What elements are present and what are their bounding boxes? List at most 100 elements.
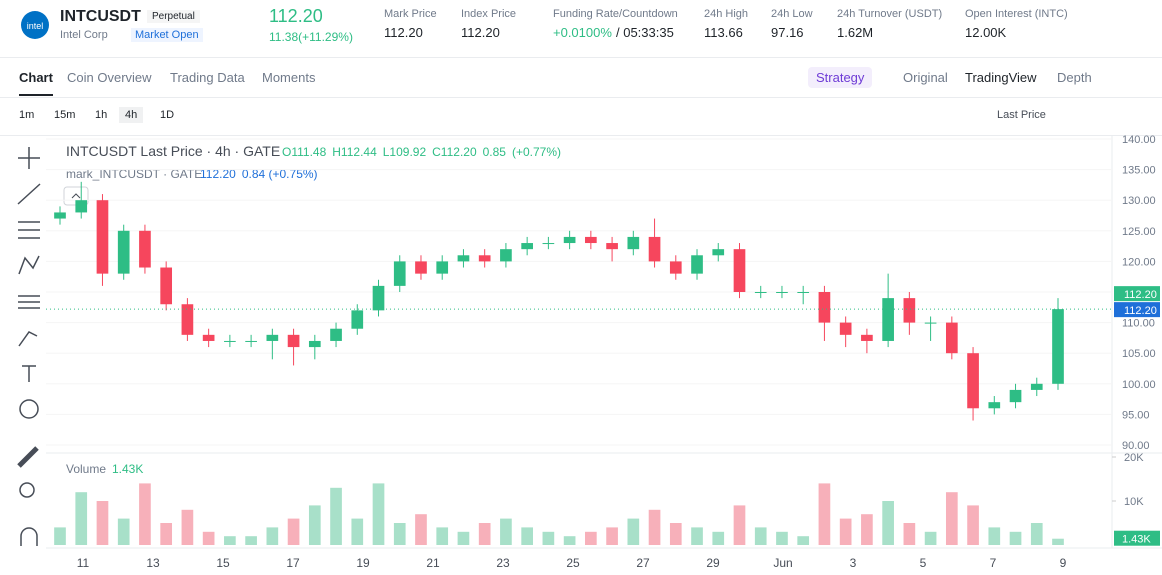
interval[interactable]: 1m bbox=[19, 109, 35, 121]
candle-body bbox=[606, 243, 618, 250]
volume-bar bbox=[669, 523, 682, 545]
fib-tool[interactable] bbox=[18, 295, 40, 309]
volume-tag-label: 1.43K bbox=[1122, 534, 1151, 546]
candle-body bbox=[117, 230, 130, 274]
candle-body bbox=[648, 236, 661, 262]
volume-bar bbox=[181, 509, 194, 545]
view-option[interactable]: Original bbox=[903, 70, 948, 85]
candle-body bbox=[712, 249, 725, 256]
hline-tool[interactable] bbox=[18, 221, 40, 239]
y-tick-label: 120.00 bbox=[1122, 256, 1156, 268]
volume-tag bbox=[1114, 530, 1160, 546]
volume-bar bbox=[648, 509, 661, 545]
stat-label: Funding Rate/Countdown bbox=[553, 8, 678, 20]
coin-icon: intel bbox=[21, 11, 49, 39]
volume-bar bbox=[542, 531, 555, 545]
ohlc-value: O111.48 bbox=[282, 145, 327, 159]
candle-body bbox=[924, 322, 937, 324]
x-tick-label: 23 bbox=[496, 556, 510, 570]
stat-value: 97.16 bbox=[771, 25, 804, 40]
volume-bar bbox=[988, 527, 1001, 545]
change: 11.38(+11.29%) bbox=[269, 30, 353, 44]
price: 112.20 bbox=[269, 6, 323, 26]
x-tick-label: 7 bbox=[990, 556, 997, 570]
x-tick-label: 29 bbox=[706, 556, 720, 570]
x-tick-label: 15 bbox=[216, 556, 230, 570]
ruler-tool[interactable] bbox=[17, 446, 39, 468]
candle-body bbox=[139, 230, 151, 268]
crosshair-tool[interactable] bbox=[18, 147, 40, 169]
candle-body bbox=[75, 200, 88, 213]
x-tick-label: 5 bbox=[920, 556, 927, 570]
price-type[interactable]: Last Price bbox=[997, 109, 1046, 121]
emoji-tool[interactable] bbox=[19, 399, 39, 419]
stat-value: 1.62M bbox=[837, 25, 874, 40]
interval[interactable]: 4h bbox=[119, 107, 144, 123]
y-tick-label: 135.00 bbox=[1122, 165, 1156, 177]
interval[interactable]: 15m bbox=[54, 109, 76, 121]
candle-body bbox=[54, 212, 66, 219]
candle-body bbox=[245, 340, 257, 342]
volume-bar bbox=[308, 505, 321, 545]
candle-body bbox=[861, 334, 873, 341]
line-tool[interactable] bbox=[17, 183, 41, 205]
x-tick-label: 9 bbox=[1060, 556, 1067, 570]
interval[interactable]: 1D bbox=[160, 109, 175, 121]
badge: Perpetual bbox=[147, 10, 200, 23]
zoom-tool[interactable] bbox=[19, 482, 35, 498]
candle-body bbox=[1009, 389, 1022, 403]
stat-value: 113.66 bbox=[704, 25, 743, 40]
stat-label: Open Interest (INTC) bbox=[965, 8, 1068, 20]
ohlc-value: H112.44 bbox=[332, 145, 377, 159]
tab[interactable]: Chart bbox=[19, 70, 53, 96]
market-status: Market Open bbox=[131, 28, 203, 42]
volume-bar bbox=[393, 523, 406, 545]
volume-bar bbox=[160, 523, 173, 545]
y-tick-label: 95.00 bbox=[1122, 409, 1150, 421]
candle-body bbox=[181, 304, 194, 335]
strategy-button[interactable]: Strategy bbox=[808, 67, 873, 88]
svg-text:intel: intel bbox=[27, 21, 44, 31]
candle-body bbox=[224, 340, 236, 342]
volume-bar bbox=[861, 514, 873, 545]
candle-body bbox=[351, 310, 364, 329]
volume-bar bbox=[330, 487, 342, 545]
volume-bar bbox=[776, 531, 788, 545]
symbol[interactable]: INTCUSDT bbox=[60, 8, 141, 25]
x-tick-label: 13 bbox=[146, 556, 160, 570]
candle-body bbox=[96, 200, 109, 274]
y-tick-label: 140.00 bbox=[1122, 134, 1156, 146]
candle-body bbox=[945, 322, 958, 354]
magnet-tool[interactable] bbox=[20, 527, 38, 546]
view-option[interactable]: Depth bbox=[1057, 70, 1092, 85]
mark-price-label: 112.20 bbox=[1124, 305, 1157, 317]
view-option[interactable]: TradingView bbox=[965, 70, 1037, 85]
volume-bar bbox=[903, 523, 916, 545]
interval[interactable]: 1h bbox=[95, 109, 108, 121]
volume-bar bbox=[266, 527, 279, 545]
tab[interactable]: Trading Data bbox=[170, 70, 245, 85]
volume-tick-label: 20K bbox=[1124, 452, 1144, 464]
candle-body bbox=[691, 255, 703, 274]
volume-bar bbox=[500, 518, 512, 545]
stat-value: 12.00K bbox=[965, 25, 1007, 40]
tab[interactable]: Coin Overview bbox=[67, 70, 152, 85]
candle-body bbox=[988, 402, 1001, 409]
volume-bar bbox=[691, 527, 703, 545]
tab[interactable]: Moments bbox=[262, 70, 316, 85]
candle-body bbox=[818, 292, 831, 323]
volume-bar bbox=[754, 527, 767, 545]
volume-bar bbox=[521, 527, 533, 545]
volume-bar bbox=[945, 492, 958, 545]
stat-extra: / 05:33:35 bbox=[616, 25, 674, 40]
volume-bar bbox=[606, 527, 618, 545]
text-tool[interactable] bbox=[22, 365, 36, 382]
pattern-tool[interactable] bbox=[18, 255, 40, 275]
brush-tool[interactable] bbox=[18, 331, 38, 347]
candle-body bbox=[521, 243, 533, 250]
candle-body bbox=[967, 353, 979, 409]
stat-label: 24h High bbox=[704, 8, 749, 20]
volume-bar bbox=[287, 518, 300, 545]
